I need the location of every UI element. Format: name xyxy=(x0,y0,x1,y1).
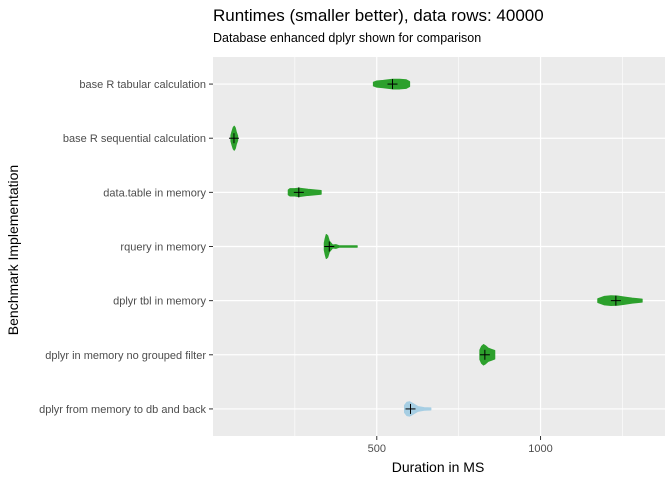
y-tick-label: base R sequential calculation xyxy=(63,133,206,145)
x-axis-title: Duration in MS xyxy=(392,459,485,475)
y-tick-label: base R tabular calculation xyxy=(79,79,206,91)
y-axis-ticks: base R tabular calculation base R sequent… xyxy=(39,79,213,416)
violin-shape xyxy=(404,401,432,417)
violin-shape xyxy=(323,233,358,260)
y-tick-label: dplyr in memory no grouped filter xyxy=(45,350,206,362)
mean-markers xyxy=(228,79,621,414)
violin-shape xyxy=(287,187,322,198)
y-tick-label: dplyr from memory to db and back xyxy=(39,404,206,416)
y-tick-label: data.table in memory xyxy=(103,187,206,199)
x-tick-label: 500 xyxy=(368,443,386,455)
chart-title: Runtimes (smaller better), data rows: 40… xyxy=(213,6,544,25)
x-tick-label: 1000 xyxy=(528,443,552,455)
chart-subtitle: Database enhanced dplyr shown for compar… xyxy=(213,31,481,45)
y-axis-title: Benchmark Implementation xyxy=(5,165,21,335)
y-tick-label: rquery in memory xyxy=(120,242,206,254)
x-axis-ticks: 500 1000 xyxy=(368,436,553,455)
y-tick-label: dplyr tbl in memory xyxy=(113,296,206,308)
